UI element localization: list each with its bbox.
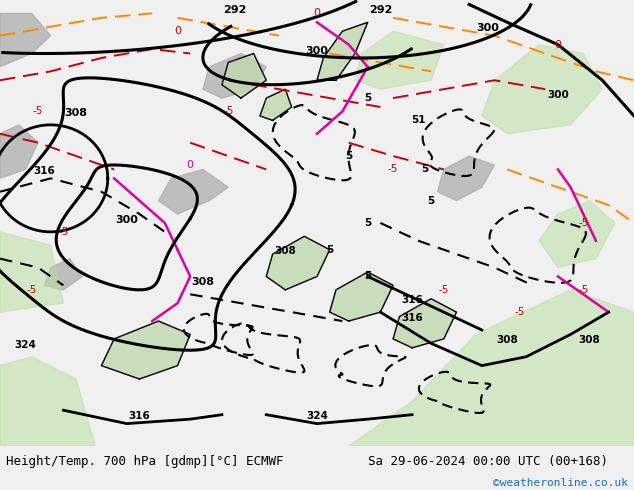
Text: -5: -5 bbox=[223, 106, 233, 117]
Polygon shape bbox=[482, 45, 602, 134]
Text: -5: -5 bbox=[578, 285, 588, 295]
Polygon shape bbox=[0, 125, 38, 178]
Polygon shape bbox=[0, 232, 63, 312]
Text: 0: 0 bbox=[554, 40, 562, 49]
Polygon shape bbox=[266, 236, 330, 290]
Text: -5: -5 bbox=[439, 285, 449, 295]
Text: Height/Temp. 700 hPa [gdmp][°C] ECMWF: Height/Temp. 700 hPa [gdmp][°C] ECMWF bbox=[6, 455, 284, 468]
Text: 5: 5 bbox=[421, 165, 429, 174]
Polygon shape bbox=[0, 13, 51, 67]
Polygon shape bbox=[393, 299, 456, 348]
Text: 292: 292 bbox=[223, 5, 246, 15]
Text: 300: 300 bbox=[306, 46, 328, 55]
Text: 316: 316 bbox=[401, 295, 423, 305]
Text: 0: 0 bbox=[186, 160, 194, 170]
Text: 316: 316 bbox=[129, 411, 150, 421]
Text: -5: -5 bbox=[578, 218, 588, 228]
Polygon shape bbox=[222, 53, 266, 98]
Polygon shape bbox=[317, 22, 368, 80]
Text: 5: 5 bbox=[427, 196, 435, 206]
Text: 308: 308 bbox=[579, 335, 600, 345]
Polygon shape bbox=[330, 272, 393, 321]
Text: 316: 316 bbox=[34, 166, 55, 176]
Text: 308: 308 bbox=[65, 108, 87, 118]
Text: -5: -5 bbox=[58, 227, 68, 237]
Text: 0: 0 bbox=[313, 8, 321, 19]
Text: 324: 324 bbox=[15, 340, 36, 350]
Text: 5: 5 bbox=[345, 151, 353, 161]
Polygon shape bbox=[158, 170, 228, 214]
Text: 308: 308 bbox=[496, 335, 518, 345]
Text: 5: 5 bbox=[364, 93, 372, 103]
Text: ©weatheronline.co.uk: ©weatheronline.co.uk bbox=[493, 478, 628, 489]
Text: 300: 300 bbox=[477, 23, 500, 33]
Text: 308: 308 bbox=[191, 277, 214, 287]
Text: 5: 5 bbox=[364, 218, 372, 228]
Polygon shape bbox=[0, 357, 95, 446]
Polygon shape bbox=[349, 290, 634, 446]
Polygon shape bbox=[260, 89, 292, 121]
Text: -5: -5 bbox=[515, 307, 525, 317]
Text: -5: -5 bbox=[388, 165, 398, 174]
Text: 5: 5 bbox=[326, 245, 333, 255]
Text: Sa 29-06-2024 00:00 UTC (00+168): Sa 29-06-2024 00:00 UTC (00+168) bbox=[368, 455, 608, 468]
Text: 324: 324 bbox=[306, 411, 328, 421]
Polygon shape bbox=[203, 53, 266, 98]
Text: 5: 5 bbox=[364, 271, 372, 281]
Polygon shape bbox=[44, 259, 82, 290]
Polygon shape bbox=[355, 31, 444, 89]
Text: 308: 308 bbox=[275, 246, 296, 256]
Polygon shape bbox=[437, 156, 495, 201]
Polygon shape bbox=[101, 321, 190, 379]
Polygon shape bbox=[539, 201, 615, 268]
Text: 316: 316 bbox=[401, 313, 423, 323]
Text: 51: 51 bbox=[411, 115, 425, 125]
Text: -5: -5 bbox=[27, 285, 37, 295]
Text: -5: -5 bbox=[33, 106, 43, 117]
Text: 300: 300 bbox=[547, 90, 569, 100]
Text: 300: 300 bbox=[115, 215, 138, 225]
Text: 0: 0 bbox=[174, 26, 181, 36]
Text: 292: 292 bbox=[369, 5, 392, 15]
